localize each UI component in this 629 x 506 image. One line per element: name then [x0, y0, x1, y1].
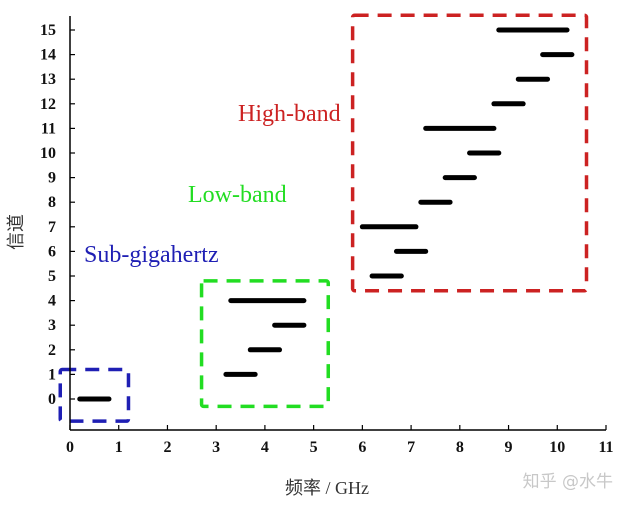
x-tick-label: 0: [66, 439, 74, 456]
band-box-2: [350, 13, 589, 293]
y-tick-label: 13: [40, 71, 56, 88]
y-tick-label: 15: [40, 22, 56, 39]
y-tick-label: 4: [48, 293, 56, 310]
y-tick-label: 2: [48, 342, 56, 359]
y-tick-label: 10: [40, 145, 56, 162]
y-tick-label: 8: [48, 194, 56, 211]
y-tick-label: 9: [48, 170, 56, 187]
x-tick-label: 9: [505, 439, 513, 456]
band-boxes: [58, 13, 589, 423]
y-tick-label: 6: [48, 243, 56, 260]
x-tick-label: 10: [549, 439, 565, 456]
y-tick-label: 11: [41, 120, 56, 137]
x-tick-label: 8: [456, 439, 464, 456]
y-tick-label: 14: [40, 47, 56, 64]
x-tick-label: 11: [598, 439, 613, 456]
y-tick-label: 5: [48, 268, 56, 285]
band-box-1: [199, 279, 331, 409]
y-tick-label: 3: [48, 317, 56, 334]
watermark: 知乎 @水牛: [522, 472, 613, 492]
x-tick-label: 7: [407, 439, 415, 456]
x-tick-label: 1: [115, 439, 123, 456]
band-annotations: Sub-gigahertz Low-band High-band: [84, 101, 341, 268]
band-label-2: High-band: [238, 101, 341, 127]
axes: [69, 16, 606, 431]
y-axis-title: 信道: [6, 214, 26, 250]
x-axis-title: 频率 / GHz: [285, 478, 369, 498]
x-tick-label: 6: [358, 439, 366, 456]
band-box-0: [58, 367, 131, 423]
channel-bars: [77, 27, 575, 402]
band-label-1: Low-band: [188, 182, 287, 208]
y-tick-label: 1: [48, 366, 56, 383]
y-tick-label: 0: [48, 391, 56, 408]
x-tick-label: 4: [261, 439, 269, 456]
x-tick-label: 5: [310, 439, 318, 456]
band-label-0: Sub-gigahertz: [84, 242, 219, 268]
y-tick-label: 7: [48, 219, 56, 236]
y-tick-label: 12: [40, 96, 56, 113]
x-tick-label: 2: [163, 439, 171, 456]
x-ticks: 0 1 2 3 4 5 6 7 8 9 10 11: [66, 425, 614, 456]
x-tick-label: 3: [212, 439, 220, 456]
